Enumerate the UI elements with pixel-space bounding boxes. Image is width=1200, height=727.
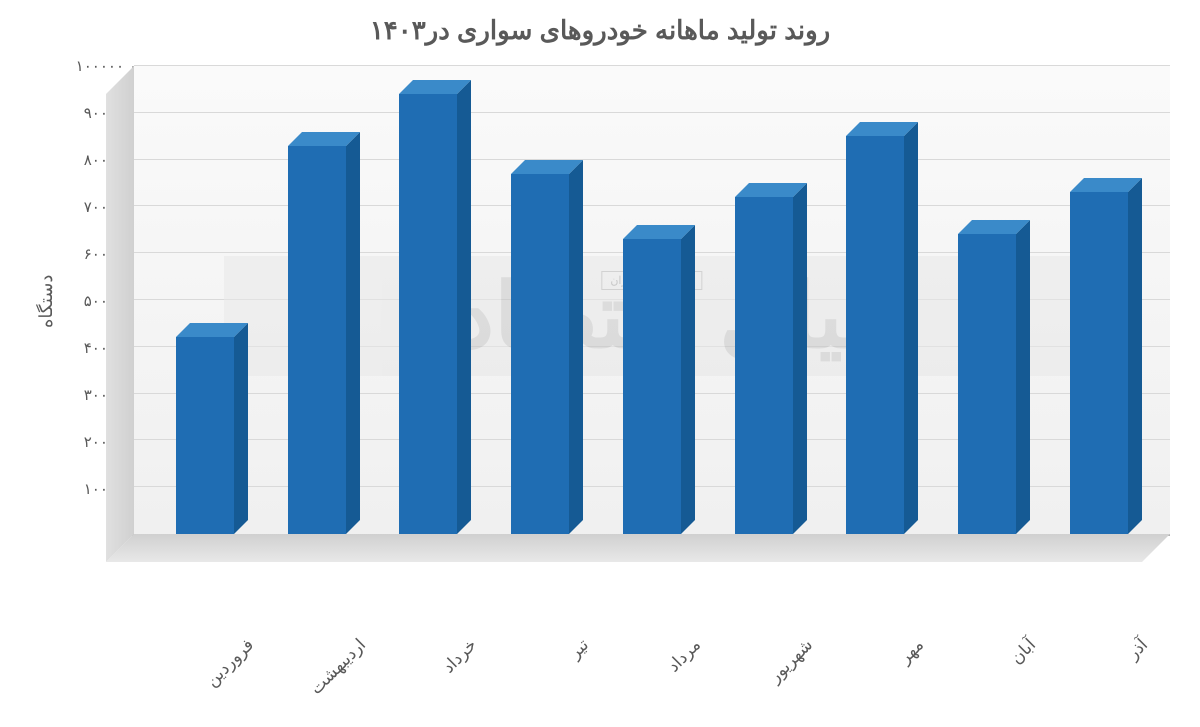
bar [958, 234, 1016, 534]
bar-slot [262, 66, 372, 534]
chart-side-wall [106, 66, 134, 562]
bar-front [1070, 192, 1128, 534]
y-axis-label: دستگاه [30, 66, 62, 536]
chart-container: روند تولید ماهانه خودروهای سواری در۱۴۰۳ … [0, 0, 1200, 710]
bar-slot [485, 66, 595, 534]
y-tick-label: ۱۰۰۰۰۰ [76, 57, 124, 75]
bar-slot [373, 66, 483, 534]
bar [288, 146, 346, 534]
bar-slot [709, 66, 819, 534]
bar [176, 337, 234, 534]
bar [399, 94, 457, 534]
bar-side [904, 122, 918, 534]
bar-side [346, 132, 360, 534]
x-tick-label: شهریور [725, 635, 817, 727]
bar-front [288, 146, 346, 534]
x-tick-label: تیر [501, 635, 593, 727]
x-tick-label: آذر [1060, 635, 1152, 727]
x-tick-label: مرداد [613, 635, 705, 727]
bar [735, 197, 793, 534]
bar-side [457, 80, 471, 534]
bar-side [793, 183, 807, 534]
x-tick-label: خرداد [390, 635, 482, 727]
bar-side [1128, 178, 1142, 534]
chart-floor [106, 534, 1170, 562]
bar-slot [150, 66, 260, 534]
bar-side [681, 225, 695, 534]
chart-title: روند تولید ماهانه خودروهای سواری در۱۴۰۳ [30, 15, 1170, 46]
bar-front [399, 94, 457, 534]
bar [511, 174, 569, 534]
plot-wrapper: دستگاه ۰۱۰۰۰۰۲۰۰۰۰۳۰۰۰۰۴۰۰۰۰۵۰۰۰۰۶۰۰۰۰۷۰… [30, 66, 1170, 666]
x-tick-label: مهر [837, 635, 929, 727]
plot-area: دنیای اقتصاد روزنامه صبح ایران فروردینار… [132, 66, 1170, 536]
bar-front [511, 174, 569, 534]
bars-area [134, 66, 1170, 534]
bar-side [569, 160, 583, 534]
bar-side [1016, 220, 1030, 534]
bar-slot [1044, 66, 1154, 534]
bar-front [176, 337, 234, 534]
bar-slot [820, 66, 930, 534]
bar-slot [597, 66, 707, 534]
bar [623, 239, 681, 534]
bar [1070, 192, 1128, 534]
bar-front [735, 197, 793, 534]
bar-slot [932, 66, 1042, 534]
bar [846, 136, 904, 534]
bar-front [846, 136, 904, 534]
x-tick-label: آبان [948, 635, 1040, 727]
x-tick-label: فروردین [166, 635, 258, 727]
bar-side [234, 323, 248, 534]
x-tick-label: اردیبهشت [278, 635, 370, 727]
bar-front [623, 239, 681, 534]
x-axis-labels: فروردیناردیبهشتخردادتیرمردادشهریورمهرآبا… [134, 644, 1170, 664]
bar-front [958, 234, 1016, 534]
